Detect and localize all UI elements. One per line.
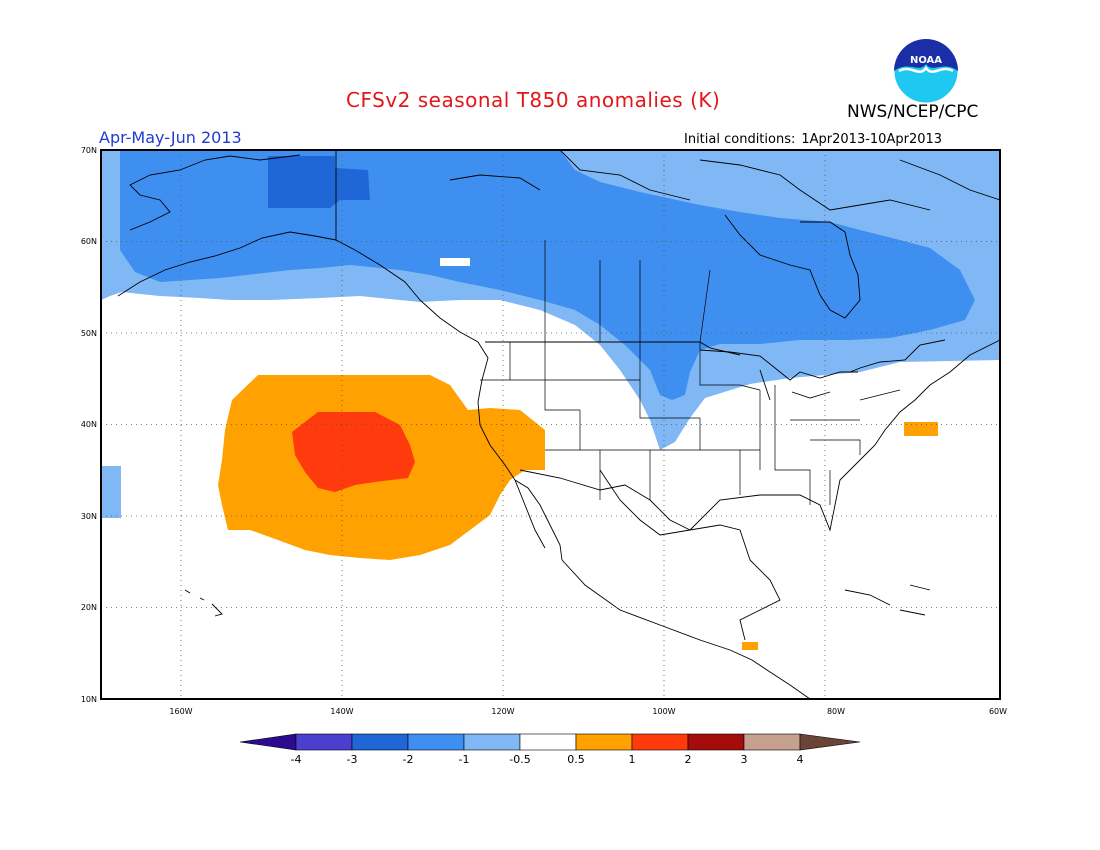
colorbar	[239, 733, 861, 751]
colorbar-label: -2	[403, 753, 414, 766]
islands	[184, 584, 931, 617]
us-canada-border	[485, 339, 946, 373]
colorbar-swatch-6	[575, 733, 633, 751]
great-lakes	[699, 349, 858, 401]
colorbar-swatch-8	[687, 733, 745, 751]
colorbar-labels: -4 -3 -2 -1 -0.5 0.5 1 2 3 4	[291, 753, 804, 766]
coastlines	[117, 150, 1000, 699]
lat-label-10n: 10N	[81, 695, 97, 704]
lat-label-30n: 30N	[81, 512, 97, 521]
colorbar-label: 0.5	[567, 753, 585, 766]
lat-label-60n: 60N	[81, 237, 97, 246]
initial-conditions: Initial conditions: 1Apr2013-10Apr2013	[684, 132, 942, 147]
map-frame	[100, 149, 1001, 700]
lon-labels: 160W 140W 120W 100W 80W 60W	[169, 707, 1007, 716]
province-lines	[544, 240, 711, 343]
colorbar-swatch-7	[631, 733, 689, 751]
colorbar-label: 1	[629, 753, 636, 766]
colorbar-label: 3	[741, 753, 748, 766]
agency-label: NWS/NCEP/CPC	[847, 102, 979, 122]
lon-label-160w: 160W	[169, 707, 192, 716]
warm-anomaly-strong	[292, 412, 415, 492]
colorbar-swatch-4	[463, 733, 521, 751]
cold-anomaly-strong	[268, 156, 370, 208]
colorbar-label: 4	[797, 753, 804, 766]
cold-gap	[440, 258, 470, 266]
alaska-coast	[117, 150, 421, 301]
us-mexico-border	[519, 469, 691, 531]
logo-text: NOAA	[910, 55, 942, 66]
lon-label-120w: 120W	[491, 707, 514, 716]
colorbar-left-arrow	[239, 733, 297, 751]
anomaly-field	[101, 150, 1000, 650]
colorbar-swatch-9	[743, 733, 801, 751]
lat-label-50n: 50N	[81, 329, 97, 338]
cold-anomaly-west	[101, 466, 121, 518]
cold-anomaly-moderate	[120, 150, 975, 400]
colorbar-label: -4	[291, 753, 302, 766]
warm-anomaly-central-america	[742, 642, 758, 650]
colorbar-swatch-3	[407, 733, 465, 751]
map-title: CFSv2 seasonal T850 anomalies (K)	[346, 88, 721, 112]
forecast-period: Apr-May-Jun 2013	[99, 128, 242, 147]
lat-label-40n: 40N	[81, 420, 97, 429]
east-coast	[689, 339, 1000, 532]
warm-anomaly-atlantic	[904, 422, 938, 436]
colorbar-swatch-5	[519, 733, 577, 751]
lon-label-60w: 60W	[989, 707, 1007, 716]
lon-label-80w: 80W	[827, 707, 845, 716]
arctic-islands	[449, 150, 1000, 211]
lat-labels: 70N 60N 50N 40N 30N 20N 10N	[81, 146, 97, 704]
lon-label-100w: 100W	[652, 707, 675, 716]
colorbar-swatch-1	[295, 733, 353, 751]
mexico-coast	[561, 469, 811, 699]
noaa-logo-icon: NOAA	[893, 38, 959, 104]
colorbar-label: -1	[459, 753, 470, 766]
colorbar-right-arrow	[799, 733, 861, 751]
lat-label-70n: 70N	[81, 146, 97, 155]
lat-label-20n: 20N	[81, 603, 97, 612]
colorbar-label: -0.5	[509, 753, 530, 766]
initial-conditions-range: 1Apr2013-10Apr2013	[801, 132, 943, 147]
lon-label-140w: 140W	[330, 707, 353, 716]
colorbar-label: 2	[685, 753, 692, 766]
initial-conditions-label: Initial conditions:	[684, 132, 796, 147]
west-coast	[419, 299, 563, 561]
colorbar-label: -3	[347, 753, 358, 766]
hudson-bay	[724, 214, 861, 319]
colorbar-swatch-2	[351, 733, 409, 751]
